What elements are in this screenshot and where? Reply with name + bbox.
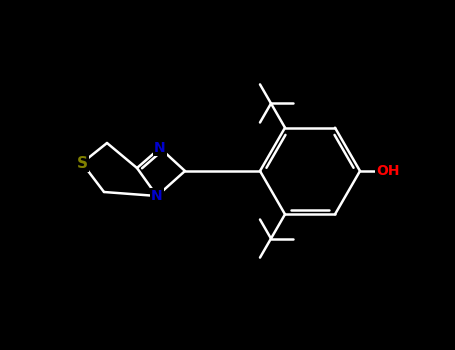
Text: OH: OH — [376, 164, 400, 178]
Text: N: N — [151, 189, 163, 203]
Text: S: S — [76, 155, 87, 170]
Text: N: N — [154, 141, 166, 155]
